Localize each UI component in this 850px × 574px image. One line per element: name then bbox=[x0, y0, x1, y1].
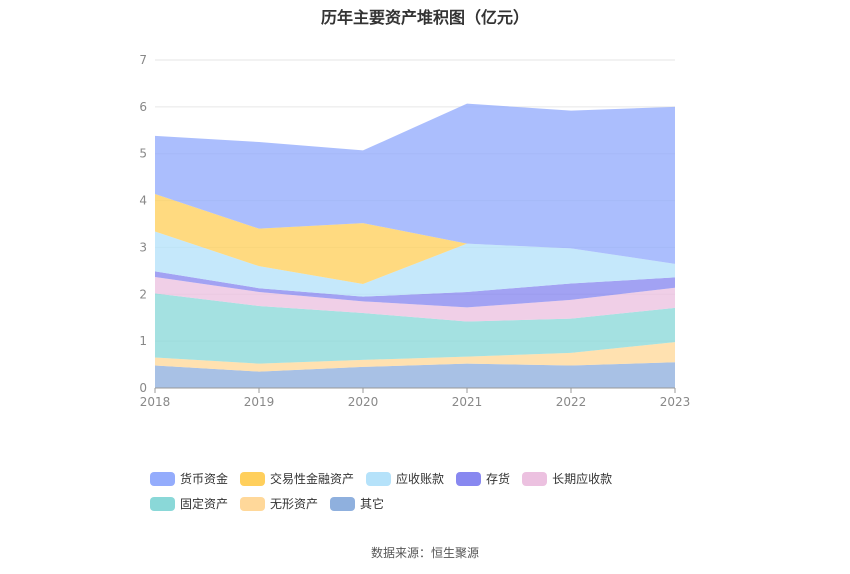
x-tick-label: 2022 bbox=[556, 395, 587, 409]
area-series-6 bbox=[155, 194, 675, 284]
legend-item[interactable]: 无形资产 bbox=[240, 495, 318, 512]
area-series-4 bbox=[155, 271, 675, 308]
legend-item[interactable]: 长期应收款 bbox=[522, 470, 612, 487]
legend-swatch bbox=[150, 471, 175, 486]
x-tick-label: 2021 bbox=[452, 395, 483, 409]
legend-item[interactable]: 应收账款 bbox=[366, 470, 444, 487]
area-series-3 bbox=[155, 276, 675, 322]
x-tick-label: 2019 bbox=[244, 395, 275, 409]
legend-item[interactable]: 存货 bbox=[456, 470, 510, 487]
legend: 货币资金 交易性金融资产 应收账款 存货 长期应收款固定资产 无形资产 其它 bbox=[150, 470, 710, 520]
legend-item[interactable]: 交易性金融资产 bbox=[240, 470, 354, 487]
legend-label: 固定资产 bbox=[180, 497, 229, 511]
legend-swatch bbox=[330, 496, 356, 511]
area-series-2 bbox=[155, 293, 675, 364]
x-tick-label: 2020 bbox=[348, 395, 379, 409]
y-tick-label: 7 bbox=[139, 53, 147, 67]
area-series-group bbox=[155, 103, 675, 388]
area-series-5 bbox=[155, 231, 675, 297]
legend-swatch bbox=[150, 496, 175, 511]
legend-swatch bbox=[240, 496, 266, 511]
x-tick-label: 2018 bbox=[140, 395, 171, 409]
area-series-1 bbox=[155, 342, 675, 372]
legend-item[interactable]: 其它 bbox=[330, 495, 384, 512]
chart-title: 历年主要资产堆积图（亿元） bbox=[320, 8, 529, 27]
legend-label: 货币资金 bbox=[180, 472, 229, 486]
legend-swatch bbox=[522, 471, 548, 486]
area-series-0 bbox=[155, 362, 675, 388]
y-tick-label: 0 bbox=[139, 381, 147, 395]
y-tick-label: 2 bbox=[139, 287, 147, 301]
area-series-7 bbox=[155, 103, 675, 264]
y-tick-label: 3 bbox=[139, 240, 147, 254]
legend-item[interactable]: 货币资金 bbox=[150, 470, 228, 487]
legend-label: 无形资产 bbox=[270, 497, 319, 511]
axes: 0 1 2 3 4 5 6 7 2018 2019 2020 2021 2022 2023 bbox=[139, 53, 690, 409]
legend-label: 应收账款 bbox=[396, 472, 445, 486]
legend-swatch bbox=[366, 471, 392, 486]
x-tick-label: 2023 bbox=[660, 395, 691, 409]
y-tick-label: 4 bbox=[139, 194, 147, 208]
legend-label: 长期应收款 bbox=[552, 472, 613, 486]
y-tick-label: 1 bbox=[139, 334, 147, 348]
y-tick-label: 6 bbox=[139, 100, 147, 114]
legend-label: 存货 bbox=[486, 472, 511, 486]
source-note: 数据来源：恒生聚源 bbox=[370, 546, 479, 560]
legend-item[interactable]: 固定资产 bbox=[150, 495, 228, 512]
y-tick-label: 5 bbox=[139, 147, 147, 161]
legend-swatch bbox=[456, 471, 482, 486]
legend-label: 其它 bbox=[360, 497, 385, 511]
legend-label: 交易性金融资产 bbox=[270, 472, 355, 486]
legend-swatch bbox=[240, 471, 266, 486]
